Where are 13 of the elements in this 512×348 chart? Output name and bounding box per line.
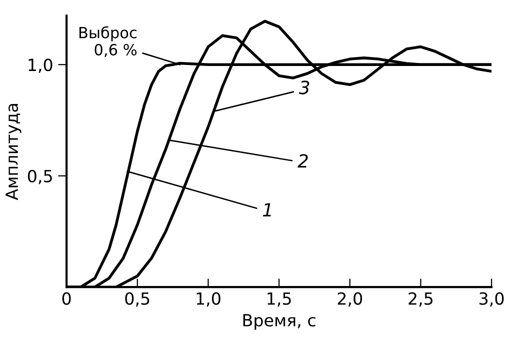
annotation: 3 xyxy=(298,80,310,94)
annotation: 2 xyxy=(298,154,308,168)
x-tick-label: 2,0 xyxy=(338,292,362,307)
x-tick-label: 3,0 xyxy=(480,292,504,307)
x-tick-label: 0 xyxy=(62,292,71,305)
x-axis-title: Время, с xyxy=(243,314,316,330)
x-tick-label: 2,5 xyxy=(408,292,432,307)
annotation: Выброс 0,6 % xyxy=(79,26,137,58)
x-tick-label: 1,0 xyxy=(196,292,220,307)
y-axis-title: Амплитуда xyxy=(6,104,22,200)
annotation: 1 xyxy=(262,203,271,216)
x-tick-label: 0,5 xyxy=(125,292,150,307)
x-tick-label: 1,5 xyxy=(268,292,291,307)
